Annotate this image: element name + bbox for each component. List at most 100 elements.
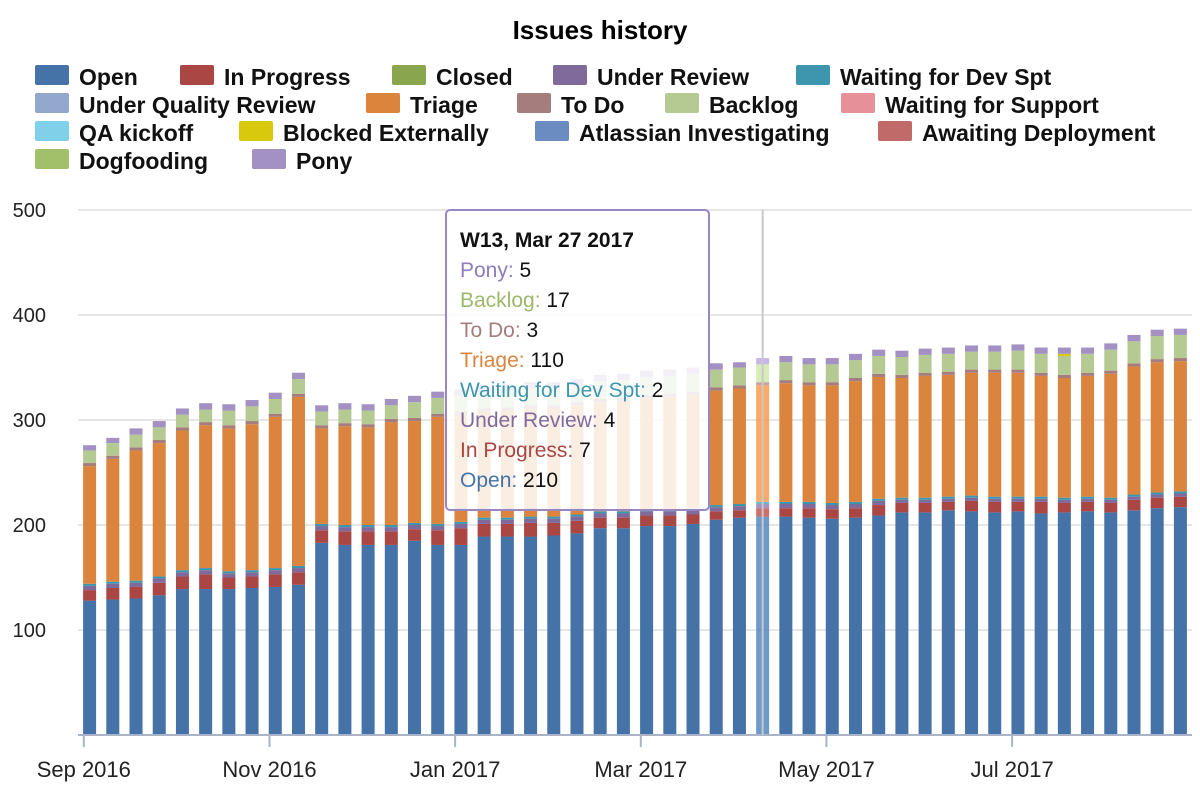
bar-segment-waiting-for-dev-spt	[1173, 491, 1187, 494]
bar-segment-under-review	[291, 568, 305, 573]
legend-item-to-do[interactable]: To Do	[517, 92, 624, 118]
bar-week-32[interactable]	[825, 358, 839, 735]
bar-segment-open	[477, 536, 491, 735]
bar-segment-open	[918, 512, 932, 735]
bar-segment-open	[570, 533, 584, 735]
bar-segment-blocked-externally	[1057, 353, 1071, 356]
bar-week-14[interactable]	[408, 395, 422, 735]
bar-segment-open	[825, 518, 839, 735]
bar-segment-waiting-for-dev-spt	[547, 516, 561, 519]
bar-week-47[interactable]	[1173, 328, 1187, 735]
bar-week-46[interactable]	[1150, 329, 1164, 735]
legend-label-backlog: Backlog	[709, 92, 798, 118]
y-tick-label: 500	[13, 200, 46, 222]
bar-segment-under-review	[454, 523, 468, 529]
bar-week-28[interactable]	[732, 362, 746, 735]
bar-segment-open	[384, 544, 398, 735]
bar-segment-triage	[918, 375, 932, 498]
bar-week-41[interactable]	[1034, 347, 1048, 735]
bar-segment-backlog	[1150, 336, 1164, 360]
bar-week-35[interactable]	[895, 350, 909, 735]
bar-segment-backlog	[1011, 350, 1025, 370]
bar-segment-under-review	[83, 585, 97, 591]
legend-item-qa-kickoff[interactable]: QA kickoff	[35, 120, 194, 146]
bar-segment-under-review	[570, 516, 584, 521]
legend-swatch-closed	[392, 65, 426, 85]
bar-week-45[interactable]	[1127, 334, 1141, 735]
bar-week-1[interactable]	[106, 437, 120, 735]
legend-item-pony[interactable]: Pony	[252, 148, 352, 174]
tooltip-row-to-do: To Do: 3	[460, 319, 538, 342]
bar-segment-under-review	[709, 507, 723, 512]
bar-segment-open	[175, 589, 189, 735]
bar-week-44[interactable]	[1104, 343, 1118, 735]
bar-segment-triage	[384, 422, 398, 525]
bar-week-2[interactable]	[129, 428, 143, 735]
bar-segment-pony	[965, 345, 979, 352]
legend-item-under-review[interactable]: Under Review	[553, 64, 749, 90]
bar-week-30[interactable]	[779, 355, 793, 735]
bar-week-43[interactable]	[1081, 347, 1095, 735]
bar-segment-open	[291, 584, 305, 735]
bar-week-10[interactable]	[315, 405, 329, 735]
bar-segment-pony	[408, 395, 422, 403]
bar-segment-in-progress	[686, 514, 700, 524]
bar-week-9[interactable]	[291, 372, 305, 735]
legend-item-waiting-for-dev-spt[interactable]: Waiting for Dev Spt	[796, 64, 1052, 90]
bar-segment-in-progress	[941, 501, 955, 511]
legend-item-blocked-externally[interactable]: Blocked Externally	[239, 120, 489, 146]
bar-week-38[interactable]	[965, 345, 979, 735]
bar-week-4[interactable]	[175, 408, 189, 735]
bar-week-11[interactable]	[338, 403, 352, 735]
bar-segment-pony	[268, 392, 282, 399]
bar-segment-in-progress	[640, 515, 654, 527]
bar-week-33[interactable]	[848, 353, 862, 735]
bar-segment-backlog	[408, 402, 422, 418]
legend-item-waiting-for-support[interactable]: Waiting for Support	[841, 92, 1099, 118]
y-tick-label: 400	[13, 305, 46, 327]
bar-segment-waiting-for-dev-spt	[454, 521, 468, 524]
bar-segment-open	[779, 516, 793, 735]
bar-week-40[interactable]	[1011, 344, 1025, 735]
bar-week-39[interactable]	[988, 345, 1002, 735]
legend-item-awaiting-deployment[interactable]: Awaiting Deployment	[878, 120, 1156, 146]
bar-week-12[interactable]	[361, 404, 375, 735]
bar-segment-in-progress	[988, 501, 1002, 513]
bar-week-0[interactable]	[83, 445, 97, 735]
bar-week-37[interactable]	[941, 347, 955, 735]
legend-item-atlassian-investigating[interactable]: Atlassian Investigating	[535, 120, 830, 146]
tooltip: W13, Mar 27 2017 Pony: 5 Backlog: 17 To Do:…	[445, 209, 710, 511]
legend-swatch-in-progress	[180, 65, 214, 85]
bar-week-3[interactable]	[152, 421, 166, 735]
bar-segment-waiting-for-dev-spt	[732, 504, 746, 507]
legend-item-in-progress[interactable]: In Progress	[180, 64, 351, 90]
legend-item-backlog[interactable]: Backlog	[665, 92, 798, 118]
bar-week-8[interactable]	[268, 392, 282, 735]
legend-item-dogfooding[interactable]: Dogfooding	[35, 148, 208, 174]
bar-week-15[interactable]	[431, 391, 445, 735]
bar-week-6[interactable]	[222, 404, 236, 735]
legend-item-under-quality-review[interactable]: Under Quality Review	[35, 92, 316, 118]
bar-segment-in-progress	[1150, 497, 1164, 509]
legend-item-open[interactable]: Open	[35, 64, 138, 90]
bar-week-5[interactable]	[199, 403, 213, 735]
bar-segment-in-progress	[1104, 502, 1118, 513]
bar-segment-pony	[315, 405, 329, 412]
legend-item-closed[interactable]: Closed	[392, 64, 513, 90]
bar-week-27[interactable]	[709, 363, 723, 735]
bar-segment-backlog	[918, 354, 932, 373]
bar-week-34[interactable]	[872, 349, 886, 735]
bar-segment-to-do	[988, 369, 1002, 373]
bar-week-7[interactable]	[245, 400, 259, 735]
legend-item-triage[interactable]: Triage	[366, 92, 478, 118]
bar-segment-to-do	[408, 417, 422, 422]
bar-segment-open	[431, 544, 445, 735]
bar-segment-open	[640, 526, 654, 735]
bar-week-13[interactable]	[384, 399, 398, 735]
bar-week-31[interactable]	[802, 358, 816, 735]
bar-segment-to-do	[872, 373, 886, 377]
bar-segment-to-do	[965, 369, 979, 373]
bar-week-42[interactable]	[1057, 347, 1071, 735]
bar-week-36[interactable]	[918, 348, 932, 735]
bar-segment-in-progress	[315, 530, 329, 543]
